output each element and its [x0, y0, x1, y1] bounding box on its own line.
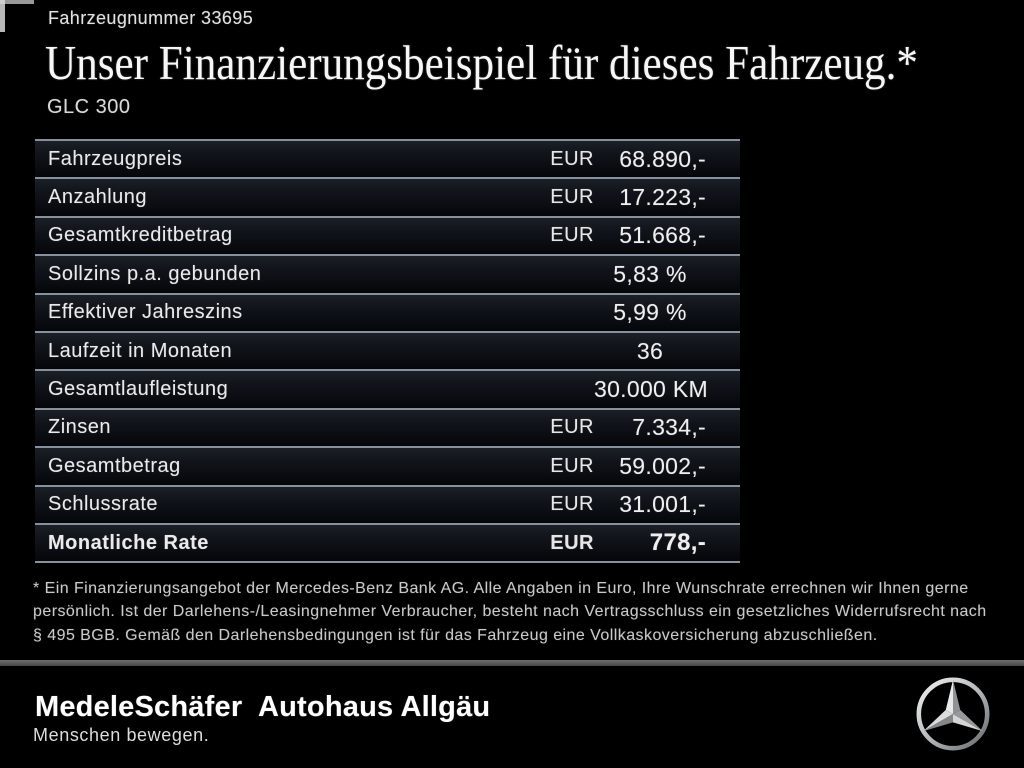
vehicle-number: Fahrzeugnummer 33695 — [48, 8, 254, 28]
currency-label: EUR — [550, 147, 594, 170]
row-label: Gesamtlaufleistung — [48, 378, 229, 401]
photo-corner-artifact-top — [0, 0, 34, 4]
footer-divider-bar — [0, 660, 1024, 666]
table-bottom-border — [35, 561, 740, 564]
row-label: Schlussrate — [48, 493, 158, 516]
footnote-line-1: * Ein Finanzierungsangebot der Mercedes-… — [33, 580, 969, 597]
footnote: * Ein Finanzierungsangebot der Mercedes-… — [33, 577, 1008, 647]
footnote-line-3: § 495 BGB. Gemäß den Darlehensbedingunge… — [33, 626, 878, 644]
currency-label: EUR — [550, 531, 594, 554]
table-row-laufzeit: Laufzeit in Monaten 36 — [35, 330, 740, 370]
row-label: Effektiver Jahreszins — [48, 301, 243, 324]
table-row-schlussrate: Schlussrate EUR 31.001,- — [35, 484, 740, 523]
row-value: 68.890,- — [619, 145, 706, 172]
row-value: 30.000 KM — [594, 376, 708, 403]
table-row-monatliche-rate: Monatliche Rate EUR 778,- — [35, 522, 740, 562]
currency-label: EUR — [550, 224, 594, 247]
dealer-logo-medeleschaefer: MedeleSchäfer — [35, 691, 243, 723]
table-row-effektiver-jahreszins: Effektiver Jahreszins 5,99 % — [35, 292, 740, 331]
row-value: 5,83 % — [613, 260, 687, 287]
currency-label: EUR — [550, 493, 594, 516]
row-label: Fahrzeugpreis — [48, 147, 183, 170]
dealer-logo-autohaus-allgaeu: Autohaus Allgäu — [258, 691, 491, 723]
row-label: Gesamtbetrag — [48, 454, 181, 477]
currency-label: EUR — [550, 416, 594, 439]
row-value: 5,99 % — [613, 299, 687, 326]
finance-table: Fahrzeugpreis EUR 68.890,- Anzahlung EUR… — [35, 139, 740, 564]
dealer-tagline: Menschen bewegen. — [33, 725, 210, 745]
row-label: Sollzins p.a. gebunden — [48, 262, 262, 285]
row-label: Monatliche Rate — [48, 531, 209, 554]
photo-corner-artifact — [0, 0, 5, 32]
table-row-anzahlung: Anzahlung EUR 17.223,- — [35, 177, 740, 216]
currency-label: EUR — [550, 186, 594, 209]
row-label: Zinsen — [48, 416, 112, 439]
row-value: 17.223,- — [619, 184, 706, 211]
table-row-zinsen: Zinsen EUR 7.334,- — [35, 407, 740, 447]
footnote-line-2: persönlich. Ist der Darlehens-/Leasingne… — [33, 603, 987, 621]
row-value: 7.334,- — [632, 414, 706, 441]
currency-label: EUR — [550, 454, 594, 477]
row-value: 778,- — [649, 529, 706, 557]
row-label: Gesamtkreditbetrag — [48, 224, 233, 247]
row-value: 31.001,- — [619, 491, 706, 518]
table-row-fahrzeugpreis: Fahrzeugpreis EUR 68.890,- — [35, 139, 740, 178]
table-row-gesamtbetrag: Gesamtbetrag EUR 59.002,- — [35, 446, 740, 485]
row-value: 51.668,- — [619, 222, 706, 249]
row-value: 59.002,- — [619, 452, 706, 479]
vehicle-model: GLC 300 — [47, 96, 131, 118]
row-label: Anzahlung — [48, 186, 148, 209]
row-value: 36 — [636, 337, 664, 364]
row-label: Laufzeit in Monaten — [48, 339, 233, 362]
page-title: Unser Finanzierungsbeispiel für dieses F… — [45, 35, 918, 90]
mercedes-star-icon — [915, 676, 991, 752]
table-row-gesamtlaufleistung: Gesamtlaufleistung 30.000 KM — [35, 369, 740, 408]
table-row-sollzins: Sollzins p.a. gebunden 5,83 % — [35, 254, 740, 293]
table-row-gesamtkreditbetrag: Gesamtkreditbetrag EUR 51.668,- — [35, 215, 740, 255]
